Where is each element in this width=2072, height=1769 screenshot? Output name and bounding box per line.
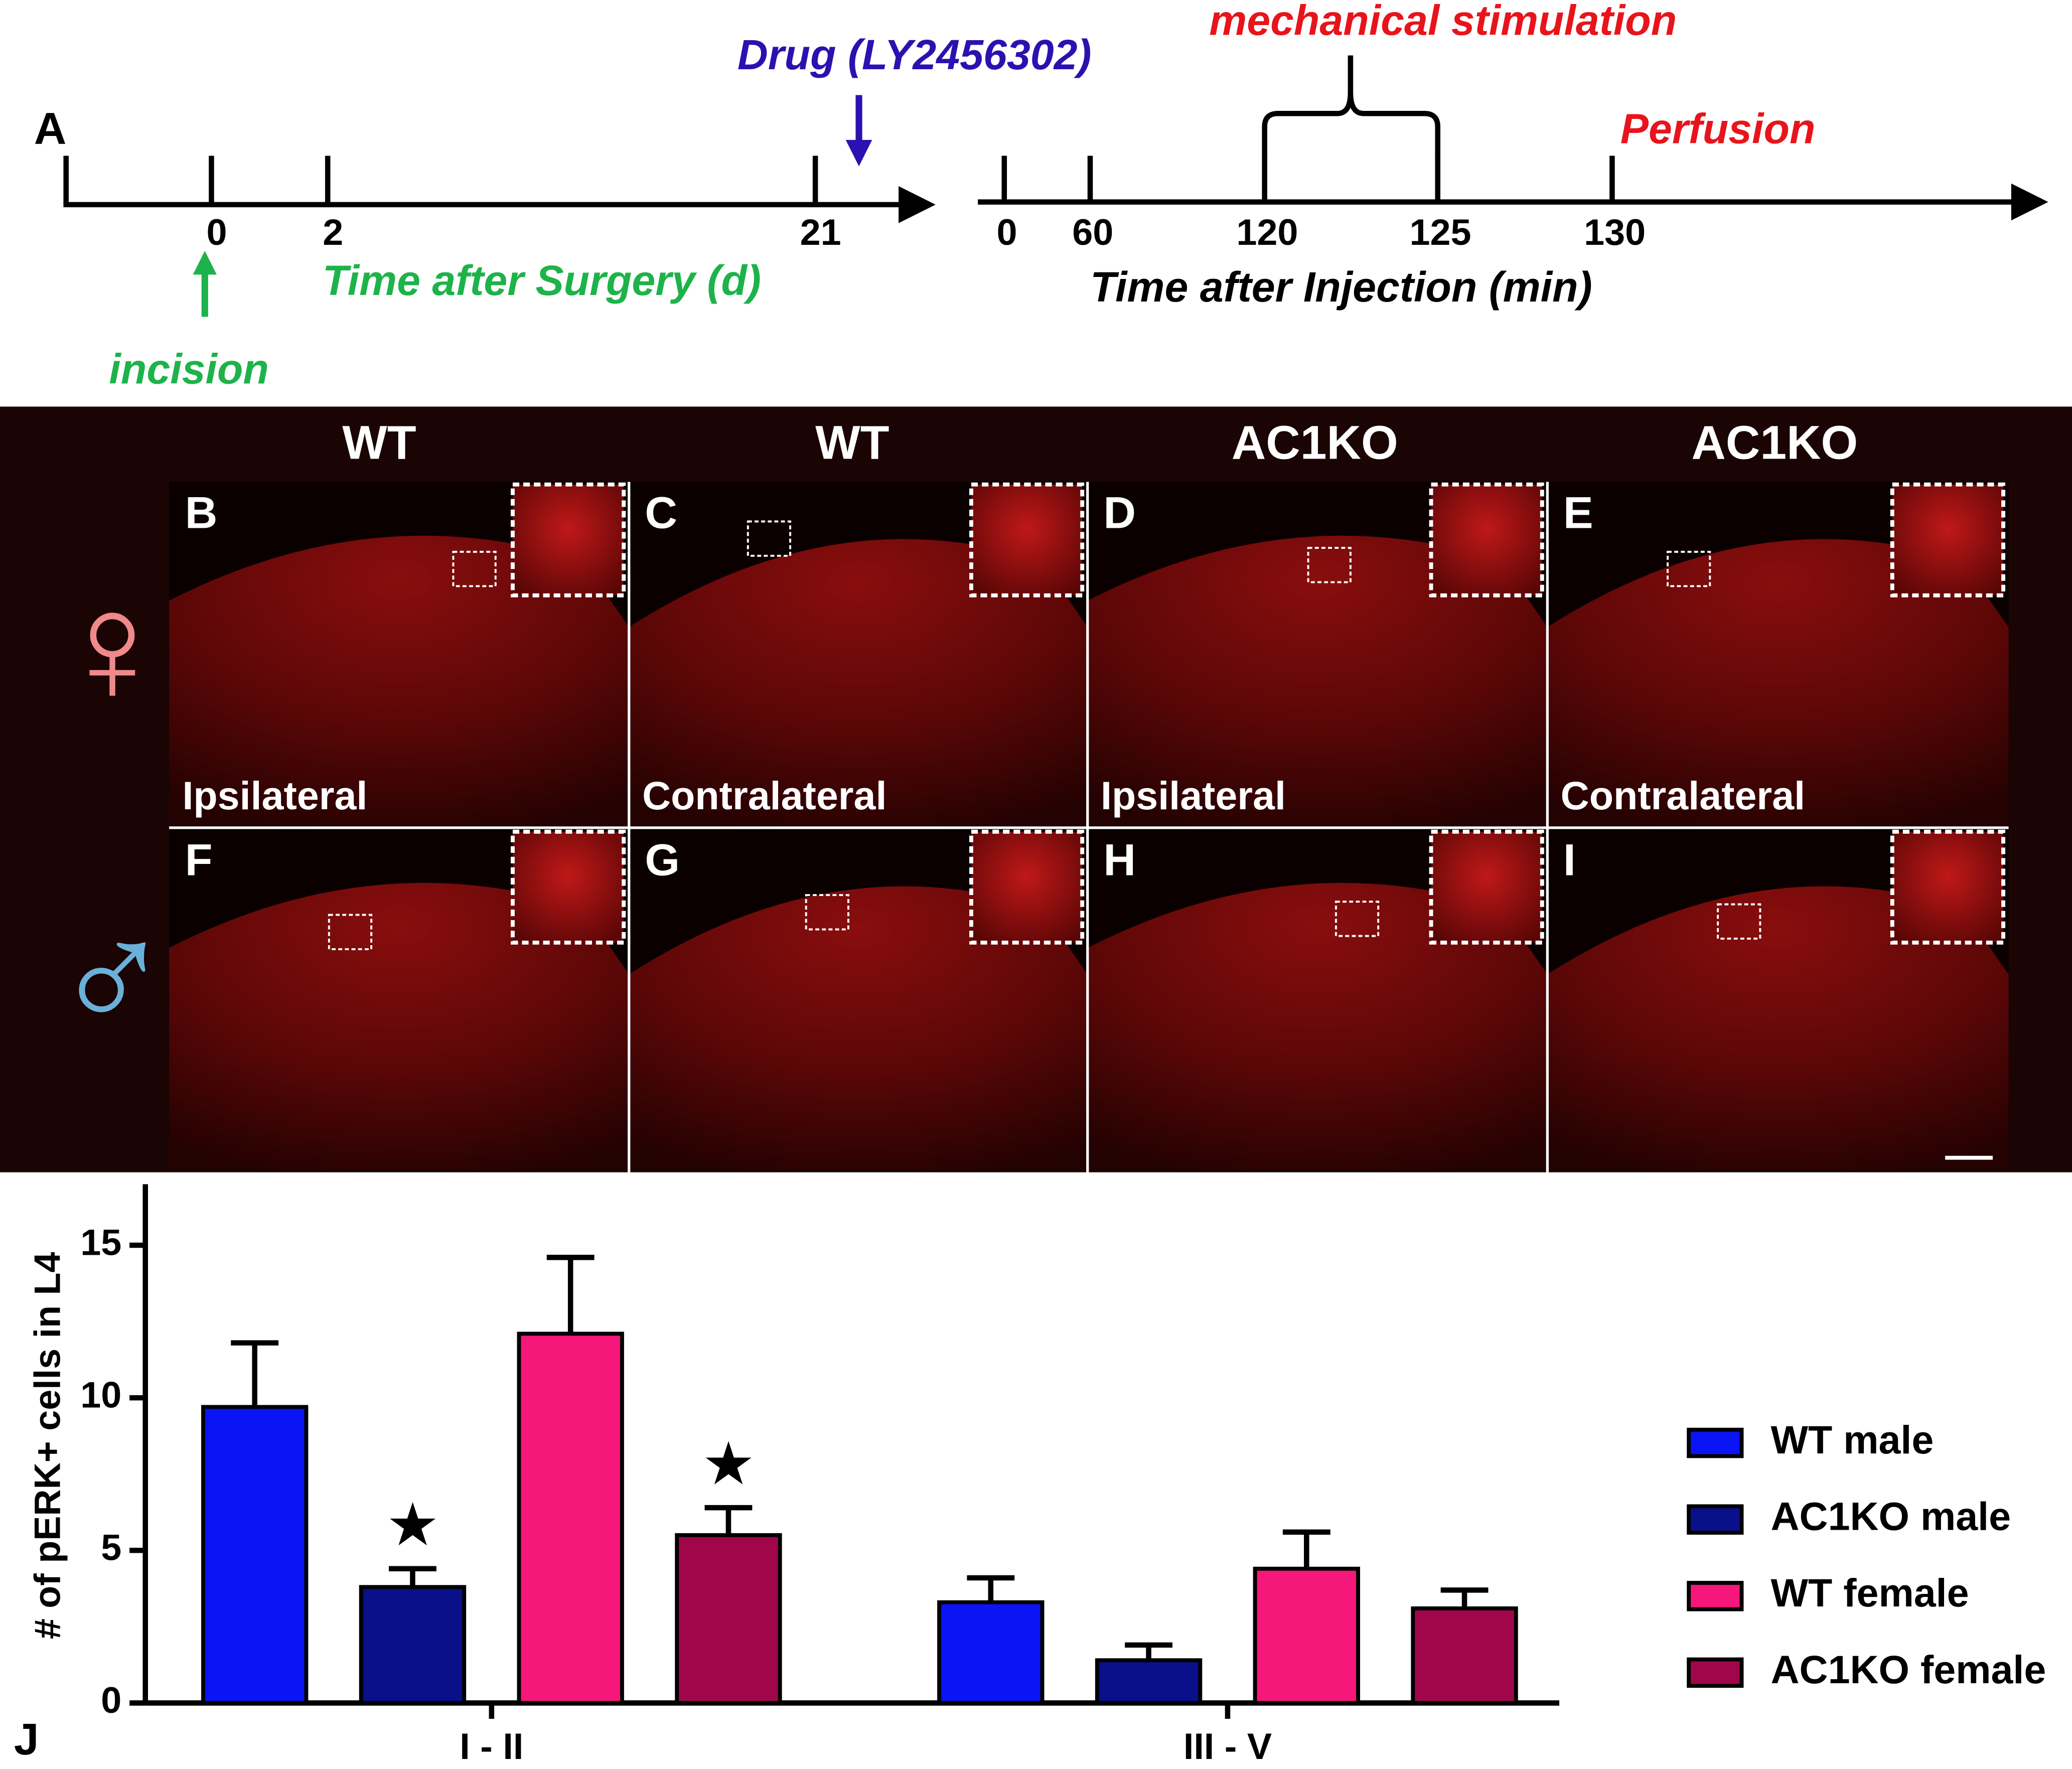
event-label: mechanical stimulation (1209, 0, 1677, 44)
legend-label: WT male (1770, 1418, 1934, 1462)
tissue (1087, 882, 1548, 1170)
roi-box (1717, 903, 1761, 940)
tissue (169, 535, 629, 825)
event-label: Drug (LY2456302) (737, 31, 1092, 78)
event-label: incision (109, 345, 268, 392)
event-arrowhead (845, 139, 872, 167)
stimulation-brace (1262, 55, 1440, 159)
inset (511, 829, 626, 945)
panel-letter: E (1563, 488, 1593, 538)
tissue (1547, 886, 2009, 1170)
y-tick-label: 0 (101, 1679, 121, 1721)
error-bar (1125, 1642, 1172, 1661)
column-header: WT (342, 416, 416, 469)
event-label: Perfusion (1620, 105, 1816, 152)
tissue (1087, 535, 1548, 825)
roi-box (1335, 901, 1380, 937)
roi-box (1667, 550, 1711, 587)
timeline-tick-label: 120 (1236, 211, 1298, 253)
y-tick-label: 10 (80, 1374, 121, 1416)
tissue (629, 886, 1088, 1170)
side-label: Contralateral (642, 774, 886, 818)
side-label: Contralateral (1561, 774, 1805, 818)
panel-letter: C (645, 488, 677, 538)
tissue (1547, 539, 2009, 825)
x-tick-label: I - II (460, 1725, 523, 1767)
column-header: AC1KO (1691, 416, 1858, 469)
error-bar (1282, 1529, 1330, 1569)
legend-label: AC1KO male (1770, 1495, 2011, 1539)
tissue (629, 539, 1088, 825)
legend-label: WT female (1770, 1571, 1969, 1615)
timeline-tick-label: 60 (1072, 211, 1113, 253)
bar (675, 1533, 782, 1705)
timeline-tick-label: 21 (800, 211, 841, 253)
timeline-tick-label: 130 (1584, 211, 1646, 253)
legend-swatch (1687, 1504, 1744, 1535)
roi-box (805, 894, 849, 931)
bar (937, 1600, 1045, 1705)
error-bar (546, 1255, 595, 1334)
bar (1095, 1658, 1203, 1705)
panel-letter: I (1563, 835, 1576, 885)
roi-box (1307, 547, 1352, 583)
sex-symbol: ♀ (53, 558, 172, 735)
bar (1253, 1566, 1360, 1705)
error-bar (1440, 1587, 1489, 1608)
legend-swatch (1687, 1427, 1744, 1458)
legend-swatch (1687, 1657, 1744, 1688)
bar (359, 1585, 467, 1705)
panel-letter: B (185, 488, 218, 538)
column-header: WT (815, 416, 889, 469)
y-tick-label: 5 (101, 1527, 121, 1568)
roi-box (452, 550, 497, 587)
axis-label: Time after Injection (min) (1090, 263, 1592, 311)
timeline-tick-label: 2 (323, 211, 343, 253)
event-arrowhead (193, 250, 217, 275)
timeline-tick-label: 125 (1409, 211, 1471, 253)
inset (969, 829, 1085, 945)
inset (969, 482, 1085, 598)
sex-symbol: ♂ (53, 882, 172, 1059)
legend-swatch (1687, 1581, 1744, 1611)
significance-marker: ★ (705, 1435, 752, 1494)
legend-label: AC1KO female (1770, 1648, 2046, 1692)
bar (517, 1332, 624, 1705)
side-label: Ipsilateral (1101, 774, 1286, 818)
timeline-tick-label: 0 (997, 211, 1017, 253)
inset (1429, 482, 1544, 598)
timeline-tick-label: 0 (206, 211, 227, 253)
error-bar (967, 1575, 1015, 1602)
tissue (169, 882, 629, 1170)
panel-letter: F (185, 835, 213, 885)
inset (1429, 829, 1544, 945)
y-axis-label: # of pERK+ cells in L4 (27, 1252, 68, 1639)
panel-letter: H (1103, 835, 1136, 885)
panel-label: A (34, 103, 67, 154)
significance-marker: ★ (389, 1496, 436, 1555)
axis-label: Time after Surgery (d) (323, 257, 761, 304)
bar (201, 1405, 309, 1705)
panel-letter: D (1103, 488, 1136, 538)
x-tick-label: III - V (1183, 1725, 1272, 1767)
roi-box (328, 914, 373, 950)
axis-arrow (2011, 183, 2048, 221)
column-header: AC1KO (1232, 416, 1398, 469)
panel-letter: G (645, 835, 680, 885)
error-bar (389, 1566, 436, 1587)
inset (1890, 829, 2005, 945)
panel-label: J (14, 1714, 39, 1764)
axis-arrow (899, 186, 936, 223)
y-tick-label: 15 (80, 1221, 121, 1263)
inset (1890, 482, 2005, 598)
bar (1411, 1606, 1518, 1705)
error-bar (231, 1340, 279, 1407)
inset (511, 482, 626, 598)
side-label: Ipsilateral (182, 774, 367, 818)
error-bar (704, 1505, 753, 1535)
